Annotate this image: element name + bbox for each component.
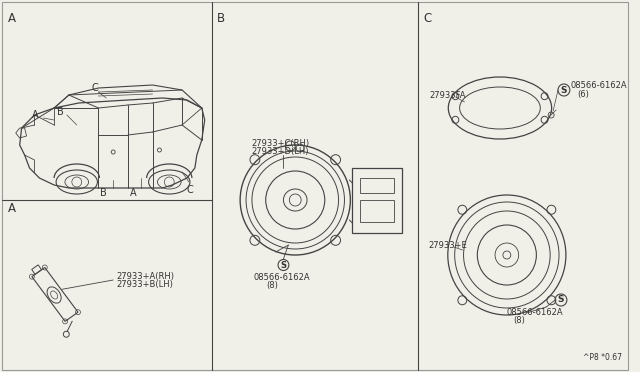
Text: 08566-6162A: 08566-6162A (254, 273, 310, 282)
Text: C: C (423, 12, 431, 25)
Text: A: A (8, 12, 16, 25)
Text: (8): (8) (267, 281, 278, 290)
Text: S: S (557, 295, 564, 305)
Bar (360, 200, 394, 222)
Text: 27933+E: 27933+E (428, 241, 467, 250)
Text: 27933+D(LH): 27933+D(LH) (251, 147, 308, 156)
Text: C: C (92, 83, 99, 93)
Bar (360, 178, 394, 193)
Text: 08566-6162A: 08566-6162A (507, 308, 563, 317)
Text: B: B (100, 188, 107, 198)
Text: S: S (280, 260, 287, 269)
Text: 27933+C(RH): 27933+C(RH) (251, 139, 309, 148)
Text: B: B (57, 107, 64, 117)
Text: S: S (561, 86, 567, 94)
Text: (8): (8) (514, 316, 525, 325)
Text: 27933FA: 27933FA (429, 90, 466, 99)
Bar (353, 168, 401, 233)
Text: (6): (6) (578, 90, 589, 99)
Text: C: C (187, 185, 194, 195)
Text: 27933+A(RH): 27933+A(RH) (116, 272, 174, 280)
Text: A: A (31, 110, 38, 120)
Text: B: B (216, 12, 225, 25)
Text: A: A (129, 188, 136, 198)
Text: 08566-6162A: 08566-6162A (571, 80, 627, 90)
Text: 27933+B(LH): 27933+B(LH) (116, 279, 173, 289)
Text: ^P8 *0.67: ^P8 *0.67 (583, 353, 622, 362)
Text: A: A (8, 202, 16, 215)
